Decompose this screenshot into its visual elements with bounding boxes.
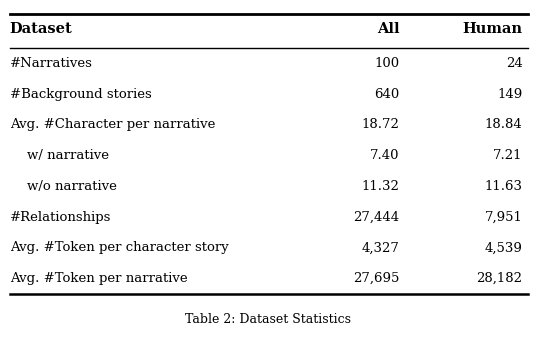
Text: 18.84: 18.84 bbox=[485, 118, 523, 131]
Text: 4,539: 4,539 bbox=[485, 241, 523, 255]
Text: 149: 149 bbox=[497, 88, 523, 101]
Text: Dataset: Dataset bbox=[10, 22, 72, 36]
Text: 27,695: 27,695 bbox=[353, 272, 399, 285]
Text: 7.21: 7.21 bbox=[493, 149, 523, 162]
Text: Avg. #Token per narrative: Avg. #Token per narrative bbox=[10, 272, 187, 285]
Text: 24: 24 bbox=[506, 57, 523, 70]
Text: Human: Human bbox=[463, 22, 523, 36]
Text: 7.40: 7.40 bbox=[370, 149, 399, 162]
Text: Table 2: Dataset Statistics: Table 2: Dataset Statistics bbox=[185, 313, 351, 326]
Text: 11.32: 11.32 bbox=[361, 180, 399, 193]
Text: #Relationships: #Relationships bbox=[10, 211, 111, 224]
Text: 640: 640 bbox=[374, 88, 399, 101]
Text: Avg. #Character per narrative: Avg. #Character per narrative bbox=[10, 118, 215, 131]
Text: 100: 100 bbox=[374, 57, 399, 70]
Text: 7,951: 7,951 bbox=[485, 211, 523, 224]
Text: #Narratives: #Narratives bbox=[10, 57, 93, 70]
Text: 28,182: 28,182 bbox=[477, 272, 523, 285]
Text: w/o narrative: w/o narrative bbox=[10, 180, 116, 193]
Text: 18.72: 18.72 bbox=[361, 118, 399, 131]
Text: Avg. #Token per character story: Avg. #Token per character story bbox=[10, 241, 228, 255]
Text: 27,444: 27,444 bbox=[353, 211, 399, 224]
Text: #Background stories: #Background stories bbox=[10, 88, 151, 101]
Text: 11.63: 11.63 bbox=[485, 180, 523, 193]
Text: All: All bbox=[377, 22, 399, 36]
Text: 4,327: 4,327 bbox=[361, 241, 399, 255]
Text: w/ narrative: w/ narrative bbox=[10, 149, 109, 162]
